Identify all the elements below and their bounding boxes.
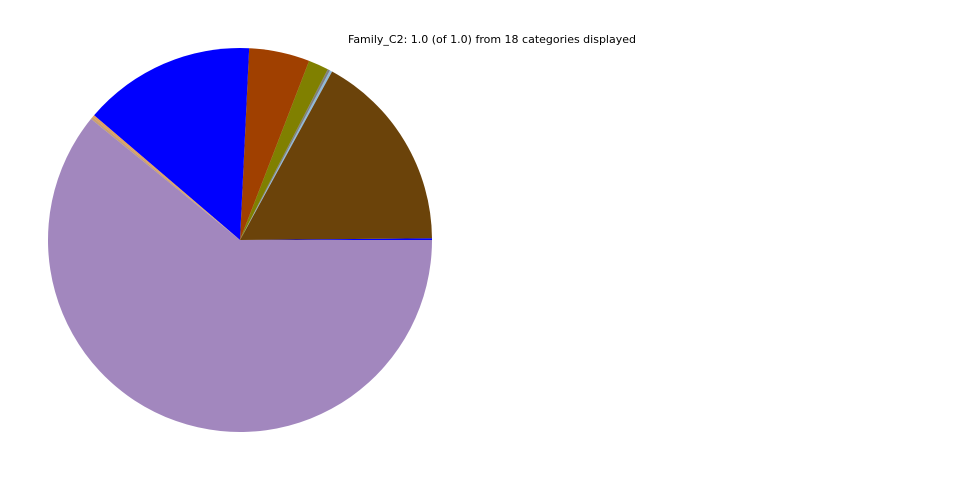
chart-title: Family_C2: 1.0 (of 1.0) from 18 categori… [348,33,636,46]
pie-slice [47,118,432,432]
pie-slice [92,115,240,240]
pie-slice [240,60,328,240]
pie-slice [240,69,330,241]
pie-slice [240,48,310,240]
pie-slice [94,47,250,240]
pie-slice [240,238,432,240]
pie-slice [240,71,432,240]
pie-slice [240,70,333,241]
pie-slice [90,117,241,240]
